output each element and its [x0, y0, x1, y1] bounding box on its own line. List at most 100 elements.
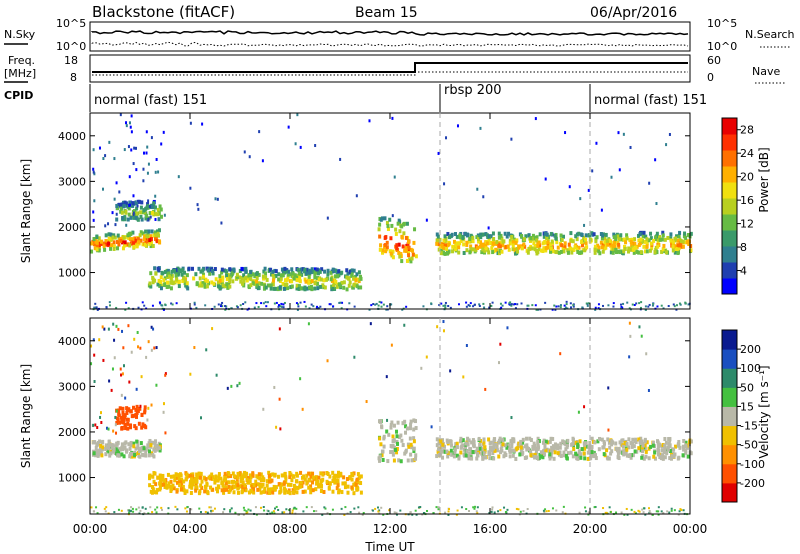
- echo-point: [109, 232, 113, 237]
- echo-point: [465, 248, 469, 253]
- echo-point: [355, 487, 359, 492]
- echo-point: [278, 397, 281, 401]
- echo-point: [510, 416, 513, 420]
- echo-point: [616, 249, 620, 254]
- echo-point: [663, 443, 667, 448]
- echo-point: [216, 280, 220, 285]
- echo-point: [368, 119, 371, 123]
- echo-point: [133, 236, 137, 241]
- echo-point: [319, 277, 323, 282]
- colorbar-segment: [722, 182, 737, 199]
- echo-point: [261, 274, 265, 279]
- echo-point: [584, 233, 588, 238]
- echo-point: [229, 508, 232, 511]
- echo-point: [265, 277, 269, 282]
- echo-point: [677, 513, 680, 516]
- echo-point: [333, 477, 337, 482]
- freq-label-line2: [MHz]: [4, 67, 36, 80]
- echo-point: [132, 441, 136, 446]
- echo-point: [213, 507, 216, 510]
- echo-point: [169, 489, 173, 494]
- echo-point: [674, 444, 678, 449]
- echo-point: [107, 241, 111, 246]
- echo-point: [297, 303, 300, 306]
- echo-point: [138, 233, 142, 238]
- echo-point: [633, 237, 637, 242]
- echo-point: [167, 274, 171, 279]
- echo-point: [446, 439, 450, 444]
- echo-point: [122, 346, 125, 350]
- echo-point: [107, 427, 110, 431]
- echo-point: [163, 485, 167, 490]
- echo-point: [90, 362, 93, 366]
- echo-point: [208, 271, 212, 276]
- echo-point: [309, 284, 313, 289]
- echo-point: [444, 306, 447, 309]
- echo-point: [243, 509, 246, 512]
- echo-point: [245, 477, 249, 482]
- echo-point: [92, 167, 95, 171]
- echo-point: [563, 241, 567, 246]
- echo-point: [515, 247, 519, 252]
- echo-point: [381, 457, 385, 462]
- echo-point: [379, 442, 383, 447]
- echo-point: [609, 510, 612, 513]
- echo-point: [394, 227, 398, 232]
- echo-point: [592, 232, 596, 237]
- echo-point: [286, 286, 290, 291]
- echo-point: [548, 439, 552, 444]
- echo-point: [565, 444, 569, 449]
- echo-point: [628, 307, 631, 310]
- echo-point: [299, 301, 302, 304]
- echo-point: [476, 187, 479, 191]
- echo-point: [292, 474, 296, 479]
- echo-point: [167, 271, 171, 276]
- echo-point: [556, 443, 560, 448]
- echo-point: [673, 238, 677, 243]
- echo-point: [133, 452, 137, 457]
- echo-point: [449, 306, 452, 309]
- echo-point: [561, 246, 565, 251]
- echo-point: [455, 445, 459, 450]
- echo-point: [293, 273, 297, 278]
- echo-point: [669, 456, 673, 461]
- echo-point: [482, 440, 486, 445]
- echo-point: [228, 267, 232, 272]
- echo-point: [565, 300, 568, 303]
- echo-point: [283, 489, 287, 494]
- echo-point: [117, 202, 121, 207]
- echo-point: [331, 489, 335, 494]
- echo-point: [117, 449, 121, 454]
- echo-point: [96, 453, 100, 458]
- echo-point: [530, 246, 534, 251]
- echo-point: [487, 226, 490, 230]
- echo-point: [661, 456, 665, 461]
- echo-point: [199, 269, 203, 274]
- echo-point: [354, 482, 358, 487]
- echo-point: [521, 440, 525, 445]
- echo-point: [179, 473, 183, 478]
- echo-point: [340, 490, 344, 495]
- echo-point: [127, 307, 130, 310]
- echo-point: [517, 443, 521, 448]
- echo-point: [181, 278, 185, 283]
- echo-point: [590, 436, 594, 441]
- velocity-colorbar-tick-label: -15: [740, 420, 758, 433]
- echo-point: [325, 471, 329, 476]
- echo-point: [401, 244, 405, 249]
- echo-point: [682, 438, 686, 443]
- echo-point: [125, 121, 128, 125]
- echo-point: [499, 233, 503, 238]
- echo-point: [672, 303, 675, 306]
- echo-point: [508, 241, 512, 246]
- echo-point: [200, 283, 204, 288]
- echo-point: [93, 510, 96, 513]
- echo-point: [221, 305, 224, 308]
- echo-point: [234, 511, 237, 514]
- velocity-colorbar-tick-label: -50: [740, 439, 758, 452]
- ytick-label: 2000: [58, 221, 86, 234]
- echo-point: [658, 452, 662, 457]
- echo-point: [220, 280, 224, 285]
- echo-point: [494, 442, 498, 447]
- echo-point: [584, 241, 588, 246]
